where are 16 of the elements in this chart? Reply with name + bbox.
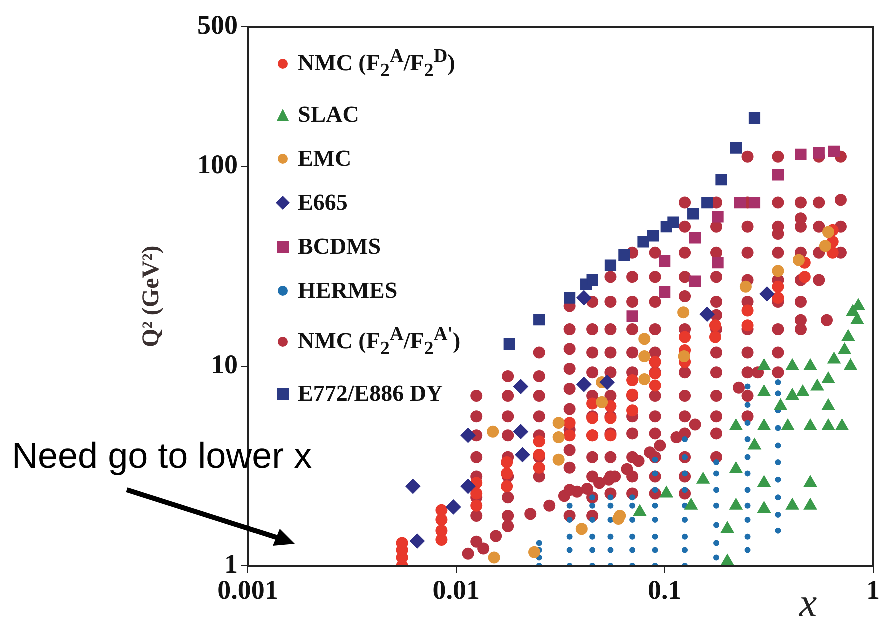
legend-label: BCDMS	[298, 233, 382, 262]
x-tick-label: 0.1	[648, 575, 682, 606]
legend-label: EMC	[298, 145, 352, 174]
x-tick-label: 0.01	[432, 575, 480, 606]
x-tick-label: 1	[866, 575, 880, 606]
legend-label: E665	[298, 189, 348, 218]
legend-label: NMC (F$_{2}$$^{A}$/F$_{2}$$^{D}$)	[298, 45, 456, 84]
y-tick-label: 500	[198, 10, 238, 40]
y-tick-label: 100	[198, 150, 238, 180]
legend-label: SLAC	[298, 101, 360, 130]
legend-label: E772/E886 DY	[298, 380, 444, 408]
y-axis-title: Q² (GeV²)	[138, 246, 165, 348]
x-axis-title: x	[798, 580, 818, 625]
y-tick-label: 10	[211, 349, 238, 380]
legend-label: NMC (F$_{2}$$^{A}$/F$_{2}$$^{A'}$)	[298, 323, 461, 362]
legend-label: HERMES	[298, 277, 398, 306]
